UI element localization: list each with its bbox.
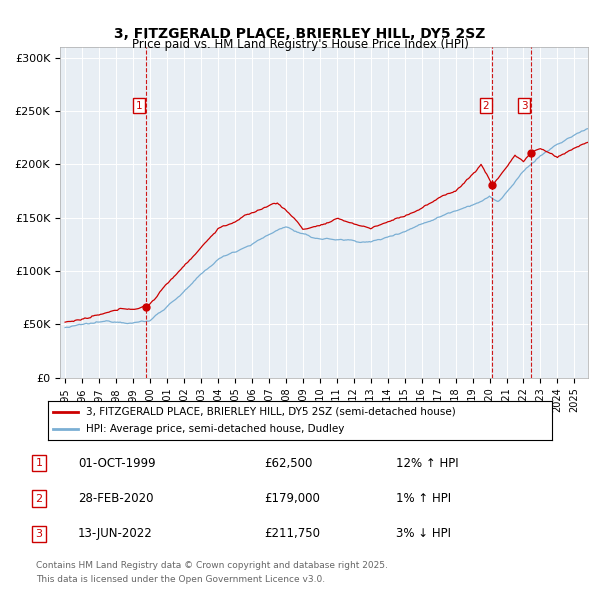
Text: 01-OCT-1999: 01-OCT-1999 <box>78 457 155 470</box>
Text: 3: 3 <box>35 529 43 539</box>
Text: 2: 2 <box>482 101 489 111</box>
Text: 28-FEB-2020: 28-FEB-2020 <box>78 492 154 505</box>
Text: 2: 2 <box>35 494 43 503</box>
Text: 1: 1 <box>35 458 43 468</box>
Text: £62,500: £62,500 <box>264 457 313 470</box>
Text: 3, FITZGERALD PLACE, BRIERLEY HILL, DY5 2SZ (semi-detached house): 3, FITZGERALD PLACE, BRIERLEY HILL, DY5 … <box>86 407 455 417</box>
Text: 3% ↓ HPI: 3% ↓ HPI <box>396 527 451 540</box>
Text: HPI: Average price, semi-detached house, Dudley: HPI: Average price, semi-detached house,… <box>86 424 344 434</box>
Text: 3, FITZGERALD PLACE, BRIERLEY HILL, DY5 2SZ: 3, FITZGERALD PLACE, BRIERLEY HILL, DY5 … <box>115 27 485 41</box>
Text: Price paid vs. HM Land Registry's House Price Index (HPI): Price paid vs. HM Land Registry's House … <box>131 38 469 51</box>
Text: Contains HM Land Registry data © Crown copyright and database right 2025.: Contains HM Land Registry data © Crown c… <box>36 561 388 570</box>
Text: 1: 1 <box>136 101 142 111</box>
Text: £179,000: £179,000 <box>264 492 320 505</box>
Text: This data is licensed under the Open Government Licence v3.0.: This data is licensed under the Open Gov… <box>36 575 325 584</box>
Text: 12% ↑ HPI: 12% ↑ HPI <box>396 457 458 470</box>
Text: £211,750: £211,750 <box>264 527 320 540</box>
Text: 13-JUN-2022: 13-JUN-2022 <box>78 527 153 540</box>
Text: 3: 3 <box>521 101 527 111</box>
Text: 1% ↑ HPI: 1% ↑ HPI <box>396 492 451 505</box>
